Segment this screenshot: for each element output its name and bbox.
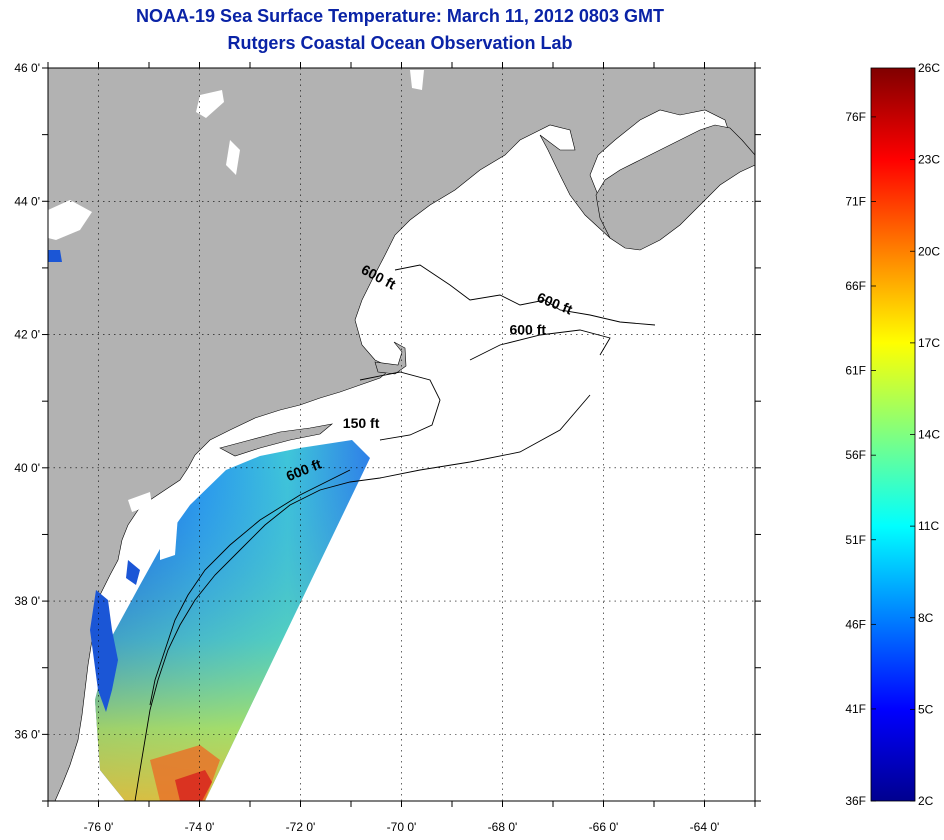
colorbar-c-label: 23C bbox=[918, 153, 940, 167]
colorbar-f-label: 76F bbox=[845, 110, 866, 124]
contour-600ft-shelf bbox=[134, 394, 591, 801]
lon-tick-label: -70 0' bbox=[387, 820, 417, 834]
colorbar-c-label: 5C bbox=[918, 702, 934, 716]
colorbar-f-label: 71F bbox=[845, 194, 866, 208]
lake bbox=[196, 90, 224, 118]
colorbar-ticks bbox=[871, 67, 915, 802]
axis-ticks bbox=[42, 62, 761, 807]
land-mainland bbox=[48, 68, 755, 801]
colorbar-c-label: 14C bbox=[918, 428, 940, 442]
colorbar-f-label: 46F bbox=[845, 617, 866, 631]
hot-core bbox=[175, 770, 212, 801]
lake bbox=[128, 492, 152, 512]
colorbar-celsius-labels: 26C 23C 20C 17C 14C 11C 8C 5C 2C bbox=[918, 61, 940, 808]
contour-label: 600 ft bbox=[509, 322, 546, 338]
contour-600ft-gulf bbox=[394, 264, 656, 326]
latitude-axis: 46 0' 44 0' 42 0' 40 0' 38 0' 36 0' bbox=[14, 61, 40, 741]
map-subtitle: Rutgers Coastal Ocean Observation Lab bbox=[227, 33, 573, 53]
contour-150ft bbox=[359, 371, 441, 441]
contour-600ft-georges bbox=[469, 329, 611, 361]
colorbar-c-label: 26C bbox=[918, 61, 940, 75]
contour-150ft-shelf bbox=[149, 469, 351, 706]
lon-tick-label: -66 0' bbox=[589, 820, 619, 834]
colorbar-f-label: 41F bbox=[845, 702, 866, 716]
delaware-bay bbox=[126, 560, 140, 585]
lake bbox=[48, 200, 92, 240]
colorbar-f-label: 51F bbox=[845, 533, 866, 547]
lon-tick-label: -68 0' bbox=[488, 820, 518, 834]
lat-tick-label: 44 0' bbox=[14, 194, 40, 208]
lat-tick-label: 36 0' bbox=[14, 727, 40, 741]
colorbar-c-label: 8C bbox=[918, 611, 934, 625]
colorbar-f-label: 36F bbox=[845, 794, 866, 808]
land-cape-cod bbox=[374, 341, 407, 375]
lake bbox=[160, 515, 178, 560]
colorbar-f-label: 66F bbox=[845, 279, 866, 293]
lat-tick-label: 46 0' bbox=[14, 61, 40, 75]
colorbar-f-label: 61F bbox=[845, 364, 866, 378]
colorbar-c-label: 2C bbox=[918, 794, 934, 808]
land-nova-scotia bbox=[595, 124, 755, 251]
bathymetry-contours bbox=[134, 264, 656, 801]
sst-swath-warm bbox=[95, 440, 370, 801]
lon-tick-label: -64 0' bbox=[690, 820, 720, 834]
lat-tick-label: 38 0' bbox=[14, 594, 40, 608]
lon-tick-label: -72 0' bbox=[286, 820, 316, 834]
lake-blue bbox=[48, 250, 62, 262]
lon-tick-label: -74 0' bbox=[185, 820, 215, 834]
lat-tick-label: 40 0' bbox=[14, 461, 40, 475]
graticule bbox=[48, 68, 755, 801]
lat-tick-label: 42 0' bbox=[14, 328, 40, 342]
contour-label: 150 ft bbox=[343, 415, 380, 431]
lake bbox=[410, 70, 424, 90]
map-title: NOAA-19 Sea Surface Temperature: March 1… bbox=[136, 6, 664, 26]
longitude-axis: -76 0' -74 0' -72 0' -70 0' -68 0' -66 0' -64 … bbox=[84, 820, 720, 834]
colorbar-c-label: 17C bbox=[918, 336, 940, 350]
lake bbox=[226, 140, 240, 175]
lon-tick-label: -76 0' bbox=[84, 820, 114, 834]
colorbar-c-label: 11C bbox=[918, 519, 939, 533]
colorbar-c-label: 20C bbox=[918, 244, 940, 258]
colorbar-fahrenheit-labels: 76F 71F 66F 61F 56F 51F 46F 41F 36F bbox=[845, 110, 866, 808]
colorbar bbox=[870, 67, 916, 802]
colorbar-f-label: 56F bbox=[845, 448, 866, 462]
land-long-island bbox=[219, 423, 334, 457]
chesapeake-bay bbox=[90, 590, 118, 712]
